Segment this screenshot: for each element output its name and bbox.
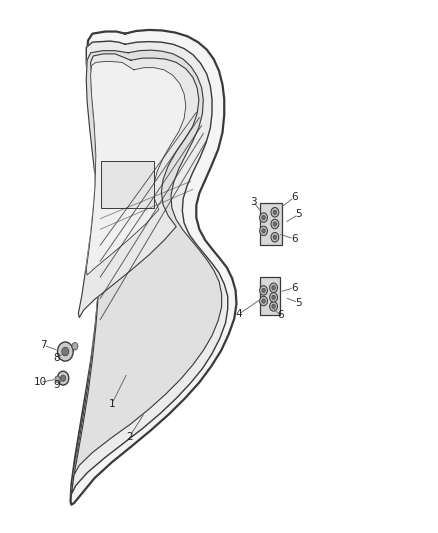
Circle shape xyxy=(270,302,278,311)
Circle shape xyxy=(270,283,278,293)
Polygon shape xyxy=(86,61,186,275)
Circle shape xyxy=(273,235,277,239)
Circle shape xyxy=(262,288,265,293)
Circle shape xyxy=(272,304,276,309)
Polygon shape xyxy=(71,30,237,505)
Circle shape xyxy=(262,299,265,303)
Circle shape xyxy=(262,215,265,220)
Circle shape xyxy=(271,207,279,217)
Text: 4: 4 xyxy=(235,309,242,319)
Text: 9: 9 xyxy=(53,379,60,390)
Text: 3: 3 xyxy=(250,197,256,207)
Text: 6: 6 xyxy=(291,234,297,244)
Text: 6: 6 xyxy=(291,283,297,293)
Text: 1: 1 xyxy=(109,399,115,409)
Polygon shape xyxy=(74,50,222,475)
Polygon shape xyxy=(78,54,199,318)
Text: 6: 6 xyxy=(291,192,297,203)
Circle shape xyxy=(260,296,268,306)
Circle shape xyxy=(272,295,276,300)
Circle shape xyxy=(270,293,278,302)
Text: 5: 5 xyxy=(295,209,302,220)
Circle shape xyxy=(60,375,66,381)
Text: 5: 5 xyxy=(295,297,302,308)
Circle shape xyxy=(260,286,268,295)
Circle shape xyxy=(57,371,69,385)
Polygon shape xyxy=(101,161,153,208)
Circle shape xyxy=(55,376,60,382)
Circle shape xyxy=(62,348,69,356)
Circle shape xyxy=(271,232,279,242)
Circle shape xyxy=(271,219,279,229)
Circle shape xyxy=(260,226,268,236)
Circle shape xyxy=(57,342,73,361)
Circle shape xyxy=(262,229,265,233)
Text: 7: 7 xyxy=(40,340,47,350)
Circle shape xyxy=(273,210,277,214)
Text: 6: 6 xyxy=(278,310,284,320)
Text: 2: 2 xyxy=(126,432,133,442)
Circle shape xyxy=(72,343,78,350)
Circle shape xyxy=(272,286,276,290)
Polygon shape xyxy=(71,41,228,494)
Text: 8: 8 xyxy=(53,353,60,363)
FancyBboxPatch shape xyxy=(260,277,280,315)
Circle shape xyxy=(260,213,268,222)
Text: 10: 10 xyxy=(33,377,46,387)
FancyBboxPatch shape xyxy=(260,203,283,245)
Circle shape xyxy=(273,222,277,226)
